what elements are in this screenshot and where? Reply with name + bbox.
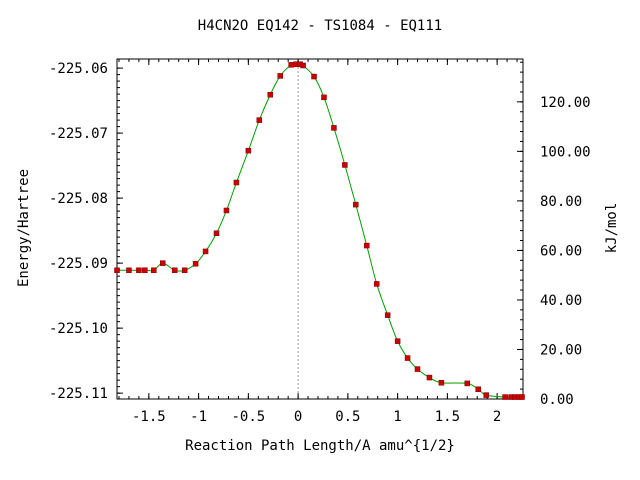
data-point <box>331 125 337 131</box>
data-point <box>502 394 508 400</box>
x-tick-label: 1 <box>393 409 401 425</box>
data-point <box>223 207 230 214</box>
y2-tick-label: 20.00 <box>540 342 582 358</box>
y-tick-label: -225.07 <box>49 126 108 142</box>
x-tick-label: 0 <box>294 409 302 425</box>
data-point <box>114 267 120 274</box>
plot-frame <box>116 58 524 400</box>
data-point <box>373 281 380 287</box>
x-tick-label: -1.5 <box>132 409 166 425</box>
data-point <box>233 179 240 186</box>
data-point <box>151 267 157 274</box>
data-point <box>426 374 433 381</box>
data-point <box>192 261 199 267</box>
data-point <box>438 379 445 386</box>
y2-tick-label: 40.00 <box>540 293 582 309</box>
data-point <box>353 201 359 208</box>
data-point <box>126 267 132 274</box>
y-tick-label: -225.10 <box>49 321 108 337</box>
y2-axis-label: kJ/mol <box>604 202 620 254</box>
x-tick-label: -0.5 <box>231 409 265 425</box>
data-point <box>519 394 525 400</box>
y2-tick-label: 60.00 <box>540 243 582 259</box>
data-point <box>142 267 148 274</box>
data-point <box>384 312 391 318</box>
data-point <box>342 162 348 168</box>
data-point <box>394 338 401 344</box>
data-point <box>475 386 481 392</box>
energy-curve <box>116 63 523 398</box>
data-point <box>267 92 273 98</box>
y2-tick-label: 80.00 <box>540 194 582 210</box>
data-point <box>202 248 209 255</box>
x-tick-label: 0.5 <box>335 409 360 425</box>
y-tick-label: -225.11 <box>49 386 108 402</box>
y2-tick-label: 120.00 <box>540 95 591 111</box>
data-point <box>364 242 370 249</box>
data-point <box>136 267 142 274</box>
x-tick-label: -1 <box>190 409 207 425</box>
data-point <box>181 267 188 274</box>
y-tick-label: -225.06 <box>49 61 108 77</box>
data-point <box>414 366 421 372</box>
data-point <box>300 62 306 69</box>
chart-title: H4CN2O EQ142 - TS1084 - EQ111 <box>197 18 443 34</box>
data-point <box>311 73 317 80</box>
y2-tick-label: 0.00 <box>540 392 574 408</box>
y2-tick-label: 100.00 <box>540 144 591 160</box>
data-point <box>213 230 220 236</box>
data-point <box>321 94 327 101</box>
data-point <box>288 62 294 68</box>
y-tick-label: -225.09 <box>49 256 108 272</box>
x-axis-label: Reaction Path Length/A amu^{1/2} <box>185 438 455 454</box>
data-point <box>245 147 252 154</box>
data-point <box>404 355 411 361</box>
y-axis-label: Energy/Hartree <box>16 168 32 288</box>
x-tick-label: 2 <box>493 409 501 425</box>
x-tick-label: 1.5 <box>435 409 460 425</box>
y-tick-label: -225.08 <box>49 191 108 207</box>
data-point <box>256 117 263 123</box>
data-point <box>171 267 178 274</box>
data-point <box>160 260 166 266</box>
data-point <box>464 380 471 387</box>
data-point <box>277 73 283 79</box>
data-point <box>483 392 489 398</box>
